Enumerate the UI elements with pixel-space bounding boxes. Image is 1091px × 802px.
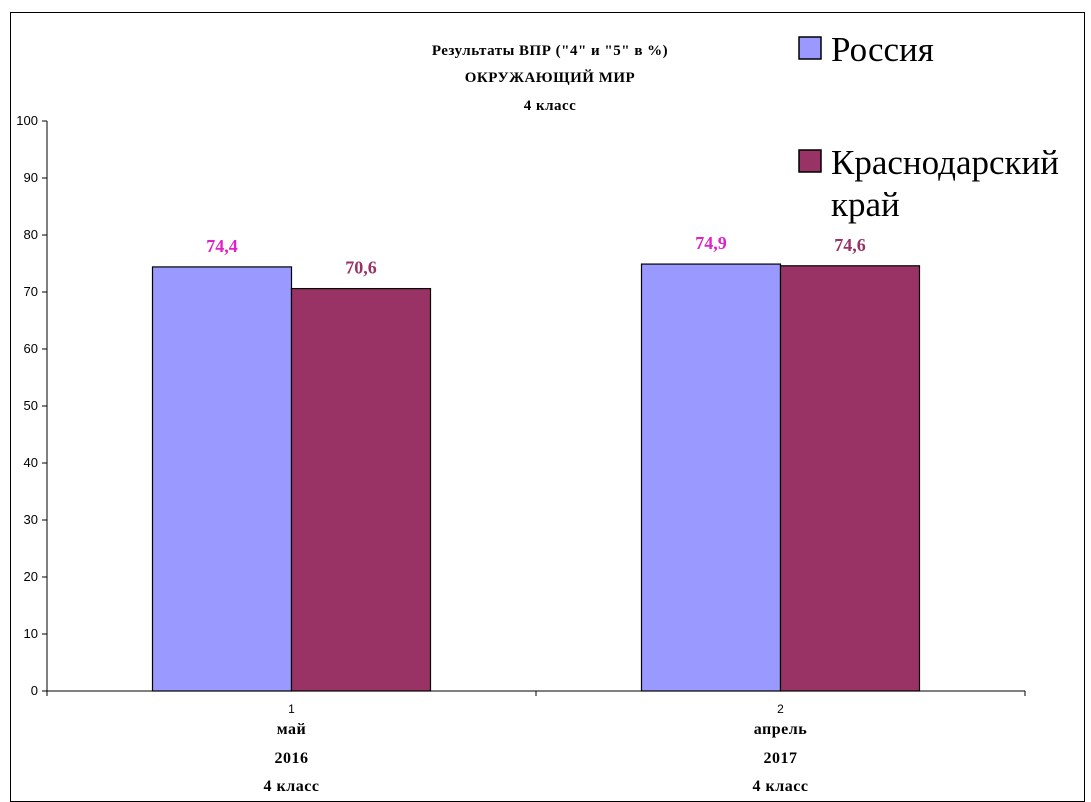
x-category-index: 1 <box>288 702 295 716</box>
bar <box>779 265 921 692</box>
x-category-label: 2016 <box>275 750 309 767</box>
x-category-label: май <box>277 721 307 738</box>
y-tick-label: 30 <box>24 512 38 527</box>
y-axis: 0 10 20 30 40 50 60 70 80 90 100 <box>16 113 48 698</box>
legend-label: край <box>831 185 900 224</box>
y-tick-label: 40 <box>24 455 38 470</box>
chart-title-line: Результаты ВПР ("4" и "5" в %) <box>432 43 668 59</box>
x-category-label: 2017 <box>764 750 798 767</box>
y-tick-label: 90 <box>24 170 38 185</box>
chart-title: Результаты ВПР ("4" и "5" в %) ОКРУЖАЮЩИЙ… <box>432 43 668 114</box>
bars <box>151 263 921 692</box>
legend-swatch <box>798 36 822 60</box>
x-category-label: 4 класс <box>753 778 809 792</box>
y-tick-label: 50 <box>24 398 38 413</box>
y-tick-label: 60 <box>24 341 38 356</box>
data-label: 74,9 <box>695 233 727 253</box>
legend-swatch <box>798 149 822 173</box>
bar <box>151 266 293 692</box>
bar <box>290 287 432 692</box>
y-tick-label: 0 <box>31 683 38 698</box>
chart-title-line: 4 класс <box>524 98 577 114</box>
x-category-label: апрель <box>754 721 807 738</box>
x-category-label: 4 класс <box>264 778 320 792</box>
legend-label: Краснодарский <box>831 143 1059 182</box>
chart-title-line: ОКРУЖАЮЩИЙ МИР <box>465 69 635 86</box>
data-labels: 74,4 70,6 74,9 74,6 <box>206 233 866 278</box>
y-tick-label: 70 <box>24 284 38 299</box>
bar <box>640 263 782 692</box>
y-tick-label: 10 <box>24 626 38 641</box>
x-axis: 1 май 2016 4 класс 2 апрель 2017 4 класс <box>46 690 1026 792</box>
legend-label: Россия <box>831 30 934 69</box>
y-tick-label: 100 <box>16 113 38 128</box>
data-label: 74,4 <box>206 236 238 256</box>
data-label: 70,6 <box>345 258 377 278</box>
data-label: 74,6 <box>834 235 866 255</box>
y-tick-label: 20 <box>24 569 38 584</box>
y-tick-label: 80 <box>24 227 38 242</box>
x-category-index: 2 <box>777 702 784 716</box>
